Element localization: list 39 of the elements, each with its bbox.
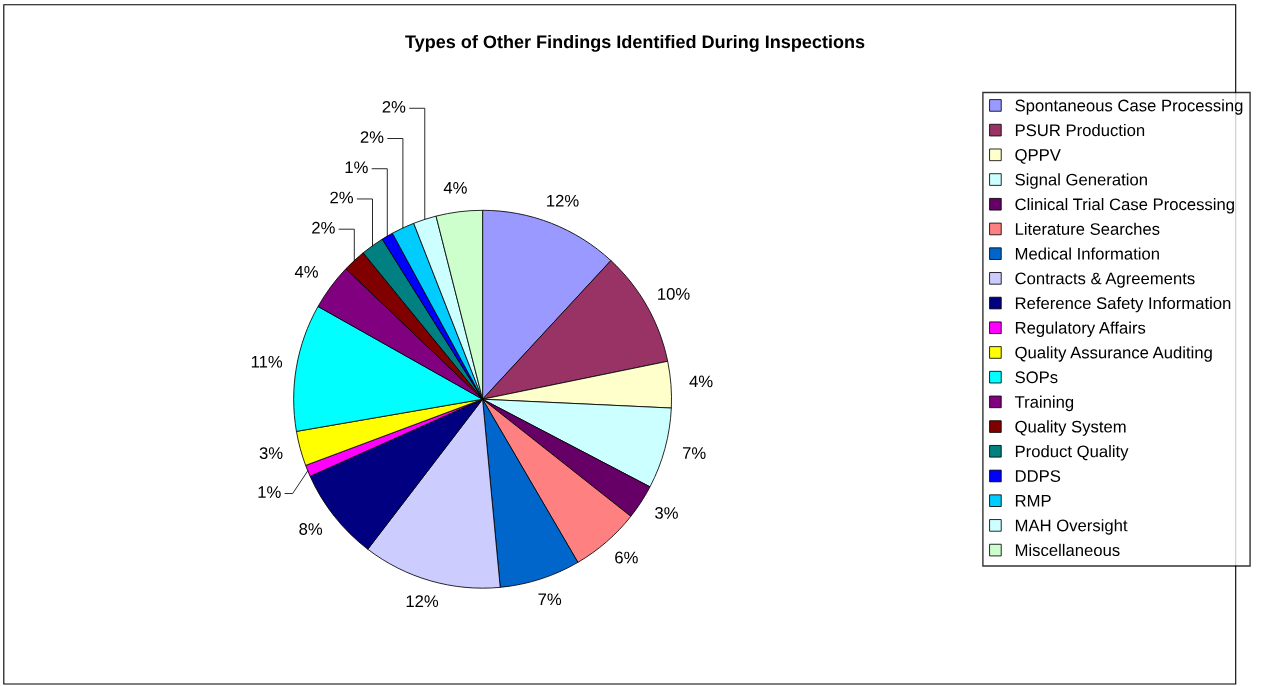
legend-label: MAH Oversight — [1015, 519, 1128, 535]
legend-label: Product Quality — [1015, 445, 1129, 461]
legend-label: Literature Searches — [1015, 222, 1160, 235]
data-label: 1% — [345, 161, 368, 174]
legend-label: Reference Safety Information — [1015, 296, 1231, 313]
data-label: 4% — [443, 182, 467, 194]
data-label: 12% — [406, 595, 439, 607]
legend-label: DDPS — [1015, 470, 1061, 482]
legend-label: Regulatory Affairs — [1015, 321, 1146, 338]
data-label: 10% — [658, 288, 690, 300]
legend-label: Spontaneous Case Processing — [1015, 99, 1243, 115]
data-label: 4% — [689, 375, 713, 388]
data-label: 1% — [258, 486, 281, 498]
data-label: 8% — [299, 523, 323, 535]
data-label: 4% — [294, 266, 318, 278]
data-label: 2% — [330, 191, 354, 204]
data-label: 3% — [655, 507, 678, 519]
legend-label: Contracts & Agreements — [1015, 272, 1195, 288]
data-label: 6% — [615, 551, 638, 564]
legend-label: Quality System — [1015, 420, 1126, 436]
legend-label: RMP — [1015, 495, 1051, 507]
legend-label: Miscellaneous — [1015, 543, 1120, 557]
legend-label: QPPV — [1015, 149, 1061, 164]
legend-label: Training — [1014, 395, 1074, 412]
legend-label: SOPs — [1015, 371, 1058, 384]
data-label: 12% — [547, 194, 579, 207]
data-label: 2% — [382, 100, 406, 113]
legend-label: Quality Assurance Auditing — [1015, 346, 1212, 362]
data-label: 2% — [312, 221, 335, 234]
data-label: 7% — [682, 447, 706, 459]
legend-label: Signal Generation — [1015, 173, 1147, 189]
data-label: 7% — [538, 593, 562, 606]
data-label: 3% — [259, 447, 283, 459]
chart-title: Types of Other Findings Identified During Inspections — [405, 34, 865, 52]
data-label: 11% — [251, 355, 283, 368]
legend-label: Medical Information — [1015, 247, 1159, 260]
legend-label: PSUR Production — [1015, 123, 1145, 137]
data-label: 2% — [360, 131, 384, 143]
legend-label: Clinical Trial Case Processing — [1015, 198, 1234, 214]
